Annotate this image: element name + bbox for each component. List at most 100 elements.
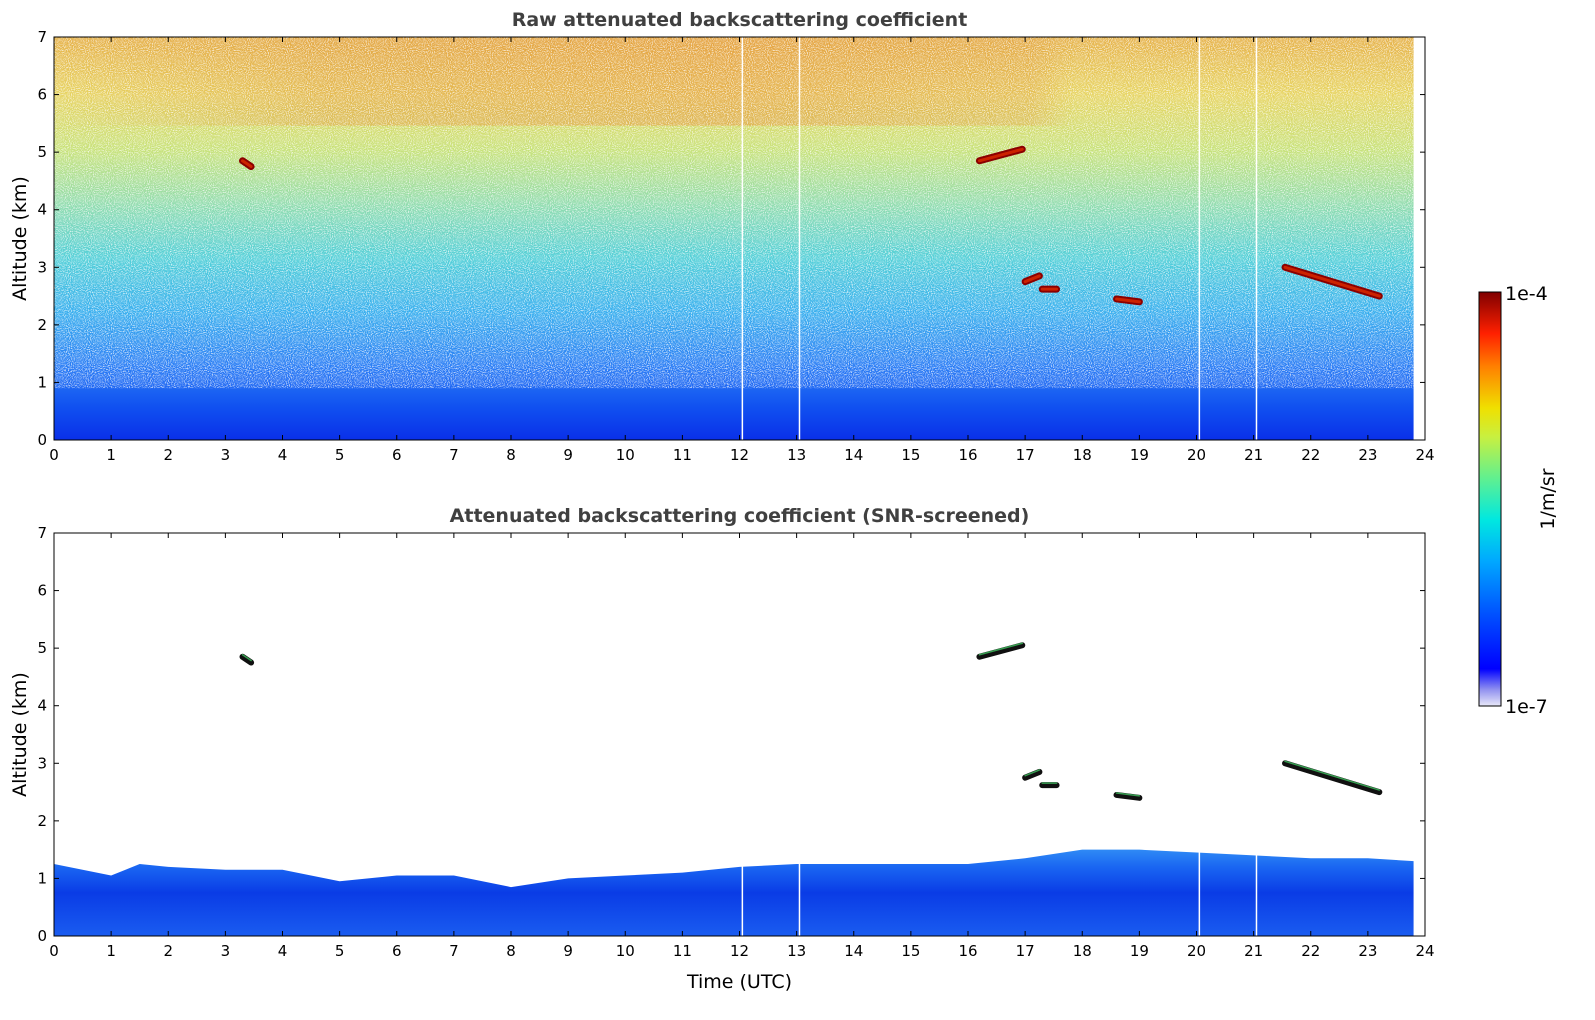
screened-cloud-edge (241, 654, 252, 662)
y-tick-label: 4 (37, 201, 47, 219)
snr-heatmap (54, 533, 1414, 936)
x-tick-label: 16 (958, 942, 977, 960)
x-tick-label: 9 (563, 942, 573, 960)
y-tick-label: 1 (37, 869, 47, 887)
x-tick-label: 18 (1073, 446, 1092, 464)
screened-cloud-feature (976, 642, 1026, 660)
snr-axes: 0 1 2 3 4 5 6 7 8 9 10 11 12 13 14 15 16 17 18 19 20 21 22 23 24… (37, 524, 1434, 960)
x-tick-label: 4 (278, 942, 288, 960)
cloud-feature-core (241, 159, 253, 169)
x-tick-label: 1 (106, 942, 116, 960)
x-tick-label: 14 (844, 942, 863, 960)
x-tick-label: 13 (787, 942, 806, 960)
screened-cloud-feature (1282, 760, 1383, 796)
x-tick-label: 2 (163, 446, 173, 464)
y-tick-label: 4 (37, 697, 47, 715)
x-axis-label: Time (UTC) (686, 971, 792, 993)
x-tick-label: 2 (163, 942, 173, 960)
x-tick-label: 6 (392, 446, 402, 464)
screened-cloud-edge (1115, 792, 1141, 797)
y-tick-label: 7 (37, 524, 47, 542)
screened-cloud-feature (239, 653, 255, 666)
x-tick-label: 11 (673, 942, 692, 960)
x-tick-label: 4 (278, 446, 288, 464)
y-tick-label: 5 (37, 639, 47, 657)
y-tick-label: 5 (37, 143, 47, 161)
snr-y-axis-label: Altitude (km) (9, 672, 31, 797)
x-tick-label: 18 (1073, 942, 1092, 960)
x-tick-label: 7 (449, 446, 459, 464)
boundary-layer-region (54, 849, 1414, 936)
x-tick-label: 24 (1415, 446, 1434, 464)
x-tick-label: 19 (1130, 942, 1149, 960)
screened-cloud-feature (1113, 791, 1143, 801)
x-tick-label: 5 (335, 942, 345, 960)
x-tick-label: 14 (844, 446, 863, 464)
x-tick-label: 23 (1358, 942, 1377, 960)
screened-cloud-edge (1284, 760, 1381, 791)
x-tick-label: 15 (901, 446, 920, 464)
y-tick-label: 1 (37, 373, 47, 391)
x-tick-label: 5 (335, 446, 345, 464)
x-tick-label: 0 (49, 446, 59, 464)
raw-backscatter-panel: Raw attenuated backscattering coefficien… (9, 9, 1435, 464)
x-tick-label: 0 (49, 942, 59, 960)
cloud-feature-core (1115, 297, 1141, 304)
y-tick-label: 2 (37, 812, 47, 830)
x-tick-label: 17 (1016, 942, 1035, 960)
screened-cloud-edge (978, 642, 1024, 656)
x-tick-label: 24 (1415, 942, 1434, 960)
y-tick-label: 6 (37, 86, 47, 104)
x-tick-label: 20 (1187, 942, 1206, 960)
x-tick-label: 10 (616, 446, 635, 464)
x-tick-label: 17 (1016, 446, 1035, 464)
x-tick-label: 3 (221, 446, 231, 464)
x-tick-label: 8 (506, 446, 516, 464)
x-tick-label: 21 (1244, 942, 1263, 960)
x-tick-label: 8 (506, 942, 516, 960)
y-tick-label: 3 (37, 258, 47, 276)
y-tick-label: 0 (37, 927, 47, 945)
x-tick-label: 15 (901, 942, 920, 960)
x-tick-label: 11 (673, 446, 692, 464)
x-tick-label: 13 (787, 446, 806, 464)
x-tick-label: 20 (1187, 446, 1206, 464)
x-tick-label: 22 (1301, 446, 1320, 464)
colorbar-max-label: 1e-4 (1505, 283, 1548, 305)
y-tick-label: 0 (37, 431, 47, 449)
cloud-feature-core (1023, 274, 1041, 284)
x-tick-label: 1 (106, 446, 116, 464)
colorbar: 1e-4 1e-7 1/m/sr (1478, 283, 1559, 718)
colorbar-unit-label: 1/m/sr (1537, 468, 1559, 529)
y-tick-label: 3 (37, 754, 47, 772)
x-tick-label: 21 (1244, 446, 1263, 464)
x-tick-label: 12 (730, 446, 749, 464)
raw-noise-speckle (54, 37, 1414, 389)
x-tick-label: 23 (1358, 446, 1377, 464)
raw-axes: 0 1 2 3 4 5 6 7 8 9 10 11 12 13 14 15 16 17 18 19 20 21 22 23 24… (37, 28, 1434, 464)
snr-screened-panel: Attenuated backscattering coefficient (S… (9, 505, 1435, 993)
x-tick-label: 9 (563, 446, 573, 464)
x-tick-label: 7 (449, 942, 459, 960)
screened-cloud-edge (1024, 769, 1041, 777)
raw-heatmap (54, 37, 1414, 440)
y-tick-label: 2 (37, 316, 47, 334)
raw-y-axis-label: Altitude (km) (9, 176, 31, 301)
screened-cloud-feature (1022, 768, 1043, 781)
cloud-feature-core (977, 147, 1024, 163)
x-tick-label: 6 (392, 942, 402, 960)
snr-panel-title: Attenuated backscattering coefficient (S… (450, 505, 1030, 527)
colorbar-gradient (1478, 291, 1502, 707)
y-tick-label: 6 (37, 582, 47, 600)
x-tick-label: 12 (730, 942, 749, 960)
colorbar-min-label: 1e-7 (1505, 696, 1548, 718)
x-tick-label: 10 (616, 942, 635, 960)
y-tick-label: 7 (37, 28, 47, 46)
x-tick-label: 16 (958, 446, 977, 464)
x-tick-label: 3 (221, 942, 231, 960)
x-tick-label: 22 (1301, 942, 1320, 960)
x-tick-label: 19 (1130, 446, 1149, 464)
raw-panel-title: Raw attenuated backscattering coefficien… (512, 9, 968, 31)
cloud-feature-core (1283, 265, 1381, 298)
